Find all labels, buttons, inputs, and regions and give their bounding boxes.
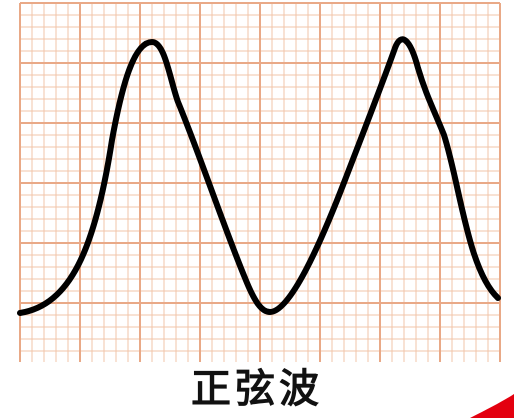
diagram-caption: 正弦波 (0, 366, 514, 412)
